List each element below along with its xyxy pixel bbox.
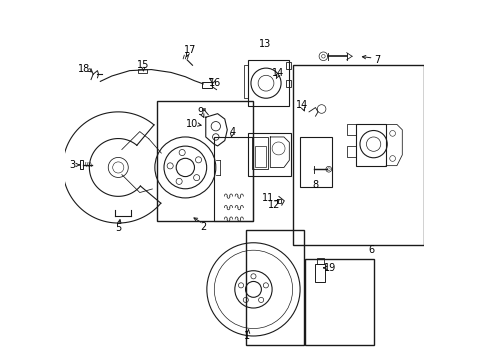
Bar	[314, 264, 325, 282]
Text: 3: 3	[69, 160, 75, 170]
Bar	[214, 137, 253, 221]
Text: 1: 1	[244, 331, 250, 341]
Text: 9: 9	[197, 107, 203, 117]
Text: 6: 6	[368, 245, 374, 255]
Bar	[305, 259, 373, 345]
Bar	[285, 62, 290, 69]
Bar	[80, 160, 83, 169]
Bar	[355, 125, 386, 166]
Text: 14: 14	[295, 100, 307, 110]
Bar	[316, 258, 323, 264]
Bar	[292, 65, 423, 244]
Text: 17: 17	[183, 45, 196, 55]
Text: 8: 8	[312, 180, 318, 190]
Text: 12: 12	[267, 200, 280, 210]
Text: 5: 5	[115, 224, 121, 233]
Text: 13: 13	[258, 39, 270, 49]
Text: 11: 11	[261, 193, 273, 203]
Text: 4: 4	[229, 127, 236, 136]
Text: 14: 14	[272, 68, 284, 78]
Text: 18: 18	[78, 64, 90, 74]
Text: 10: 10	[186, 120, 198, 129]
Bar	[252, 137, 267, 169]
Text: 15: 15	[137, 60, 149, 70]
Bar	[156, 101, 253, 221]
Text: 16: 16	[208, 78, 221, 88]
Bar	[202, 82, 212, 88]
Bar	[285, 80, 290, 87]
Text: 19: 19	[323, 263, 335, 273]
Bar	[247, 60, 289, 107]
Bar	[300, 137, 332, 187]
Bar	[138, 69, 146, 73]
Bar	[246, 230, 303, 345]
Text: 7: 7	[373, 55, 380, 65]
Bar	[254, 145, 265, 167]
Bar	[247, 134, 290, 176]
Text: 2: 2	[200, 222, 206, 231]
